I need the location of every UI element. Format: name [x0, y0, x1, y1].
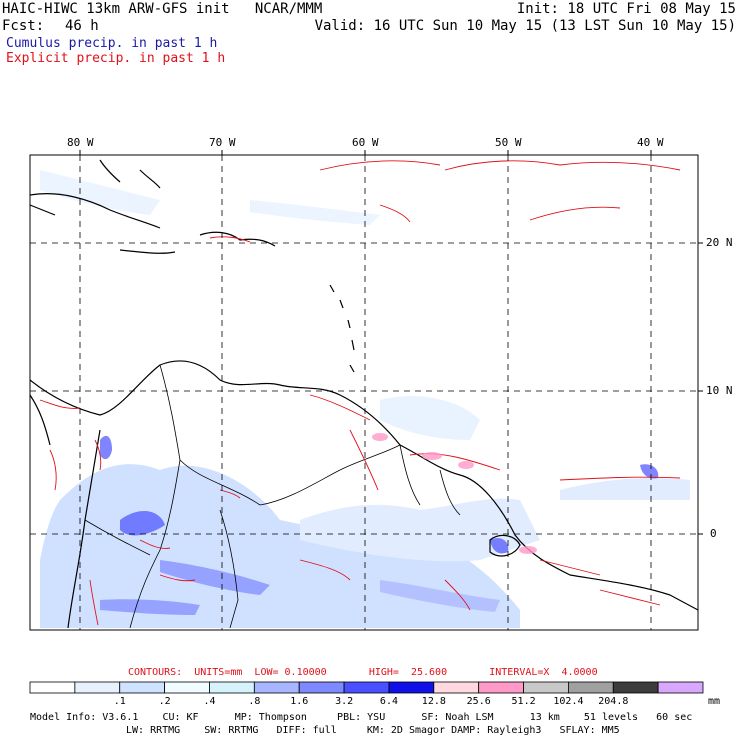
- lon-label-80w: 80 W: [67, 136, 94, 149]
- init-time: Init: 18 UTC Fri 08 May 15: [516, 1, 736, 17]
- tick-marks: [79, 150, 703, 535]
- colorbar-swatch: [433, 681, 480, 694]
- colorbar-swatch: [29, 681, 76, 694]
- colorbar-swatch: [119, 681, 165, 694]
- colorbar-tick-label: .2: [158, 696, 171, 707]
- colorbar-swatch: [74, 681, 121, 694]
- colorbar-tick-label: 102.4: [553, 696, 584, 707]
- gridlines: [30, 155, 698, 630]
- colorbar-swatch: [568, 681, 614, 694]
- lon-label-70w: 70 W: [209, 136, 236, 149]
- colorbar-tick-label: 51.2: [511, 696, 536, 707]
- valid-time: Valid: 16 UTC Sun 10 May 15 (13 LST Sun …: [314, 18, 736, 34]
- explicit-legend: Explicit precip. in past 1 h: [6, 51, 226, 66]
- heavy-precip-spots: [372, 433, 537, 554]
- colorbar-units: mm: [708, 696, 721, 707]
- colorbar-tick-label: 1.6: [290, 696, 309, 707]
- colorbar-swatch: [388, 681, 435, 694]
- country-borders: [84, 364, 461, 629]
- model-info-line1: Model Info: V3.6.1 CU: KF MP: Thompson P…: [30, 712, 693, 723]
- colorbar-swatch: [343, 681, 390, 694]
- colorbar-tick-label: 12.8: [421, 696, 446, 707]
- title-left: HAIC-HIWC 13km ARW-GFS init NCAR/MMM: [2, 1, 323, 17]
- lat-label-0: 0: [710, 527, 717, 540]
- contour-info: CONTOURS: UNITS=mm LOW= 0.10000 HIGH= 25…: [128, 667, 598, 678]
- explicit-precip-contours: [39, 160, 681, 626]
- colorbar: [29, 681, 704, 694]
- forecast-label: Fcst:: [2, 18, 45, 34]
- colorbar-swatch: [253, 681, 300, 694]
- colorbar-tick-label: .1: [113, 696, 126, 707]
- colorbar-swatch: [164, 681, 210, 694]
- colorbar-swatch: [657, 681, 704, 694]
- colorbar-tick-label: 204.8: [598, 696, 629, 707]
- colorbar-tick-label: 6.4: [379, 696, 398, 707]
- colorbar-swatch: [209, 681, 255, 694]
- lon-label-50w: 50 W: [495, 136, 522, 149]
- colorbar-swatch: [523, 681, 569, 694]
- lat-label-10n: 10 N: [706, 384, 733, 397]
- lon-label-60w: 60 W: [352, 136, 379, 149]
- colorbar-swatch: [478, 681, 524, 694]
- colorbar-tick-label: 25.6: [466, 696, 491, 707]
- cumulus-legend: Cumulus precip. in past 1 h: [6, 36, 218, 51]
- colorbar-tick-label: .8: [248, 696, 261, 707]
- colorbar-tick-label: .4: [203, 696, 216, 707]
- cumulus-precip-cores: [100, 435, 659, 615]
- model-info-line2: LW: RRTMG SW: RRTMG DIFF: full KM: 2D Sm…: [126, 725, 620, 736]
- colorbar-swatch: [612, 681, 659, 694]
- colorbar-tick-label: 3.2: [335, 696, 354, 707]
- forecast-value: 46 h: [65, 18, 99, 34]
- lat-label-20n: 20 N: [706, 236, 733, 249]
- colorbar-swatch: [298, 681, 345, 694]
- lon-label-40w: 40 W: [637, 136, 664, 149]
